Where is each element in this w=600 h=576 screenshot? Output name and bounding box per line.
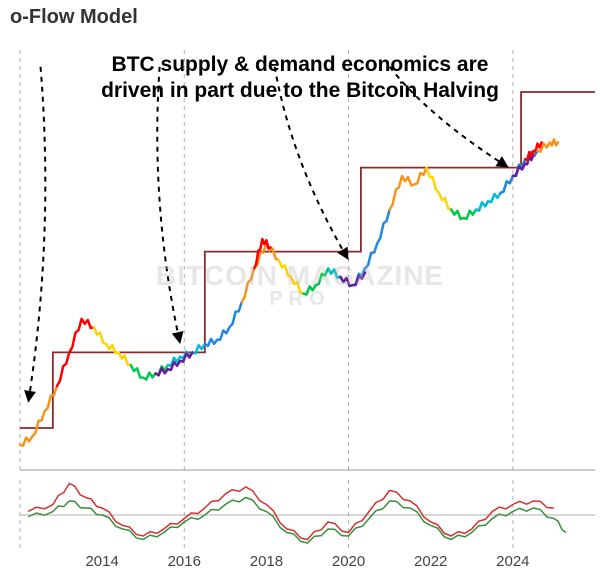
x-tick-label: 2018	[250, 553, 283, 570]
x-tick-label: 2024	[496, 553, 529, 570]
annotation-line1: BTC supply & demand economics are	[112, 53, 489, 76]
annotation-text: BTC supply & demand economics are driven…	[0, 52, 600, 105]
x-tick-label: 2016	[168, 553, 201, 570]
chart-title: o-Flow Model	[10, 6, 138, 29]
x-tick-label: 2014	[85, 553, 118, 570]
sub-chart	[0, 480, 600, 550]
x-tick-label: 2020	[332, 553, 365, 570]
chart-container: o-Flow Model BITCOIN MAGAZINE PRO BTC su…	[0, 0, 600, 576]
annotation-line2: driven in part due to the Bitcoin Halvin…	[101, 79, 499, 102]
main-chart	[0, 40, 600, 480]
x-tick-label: 2022	[414, 553, 447, 570]
